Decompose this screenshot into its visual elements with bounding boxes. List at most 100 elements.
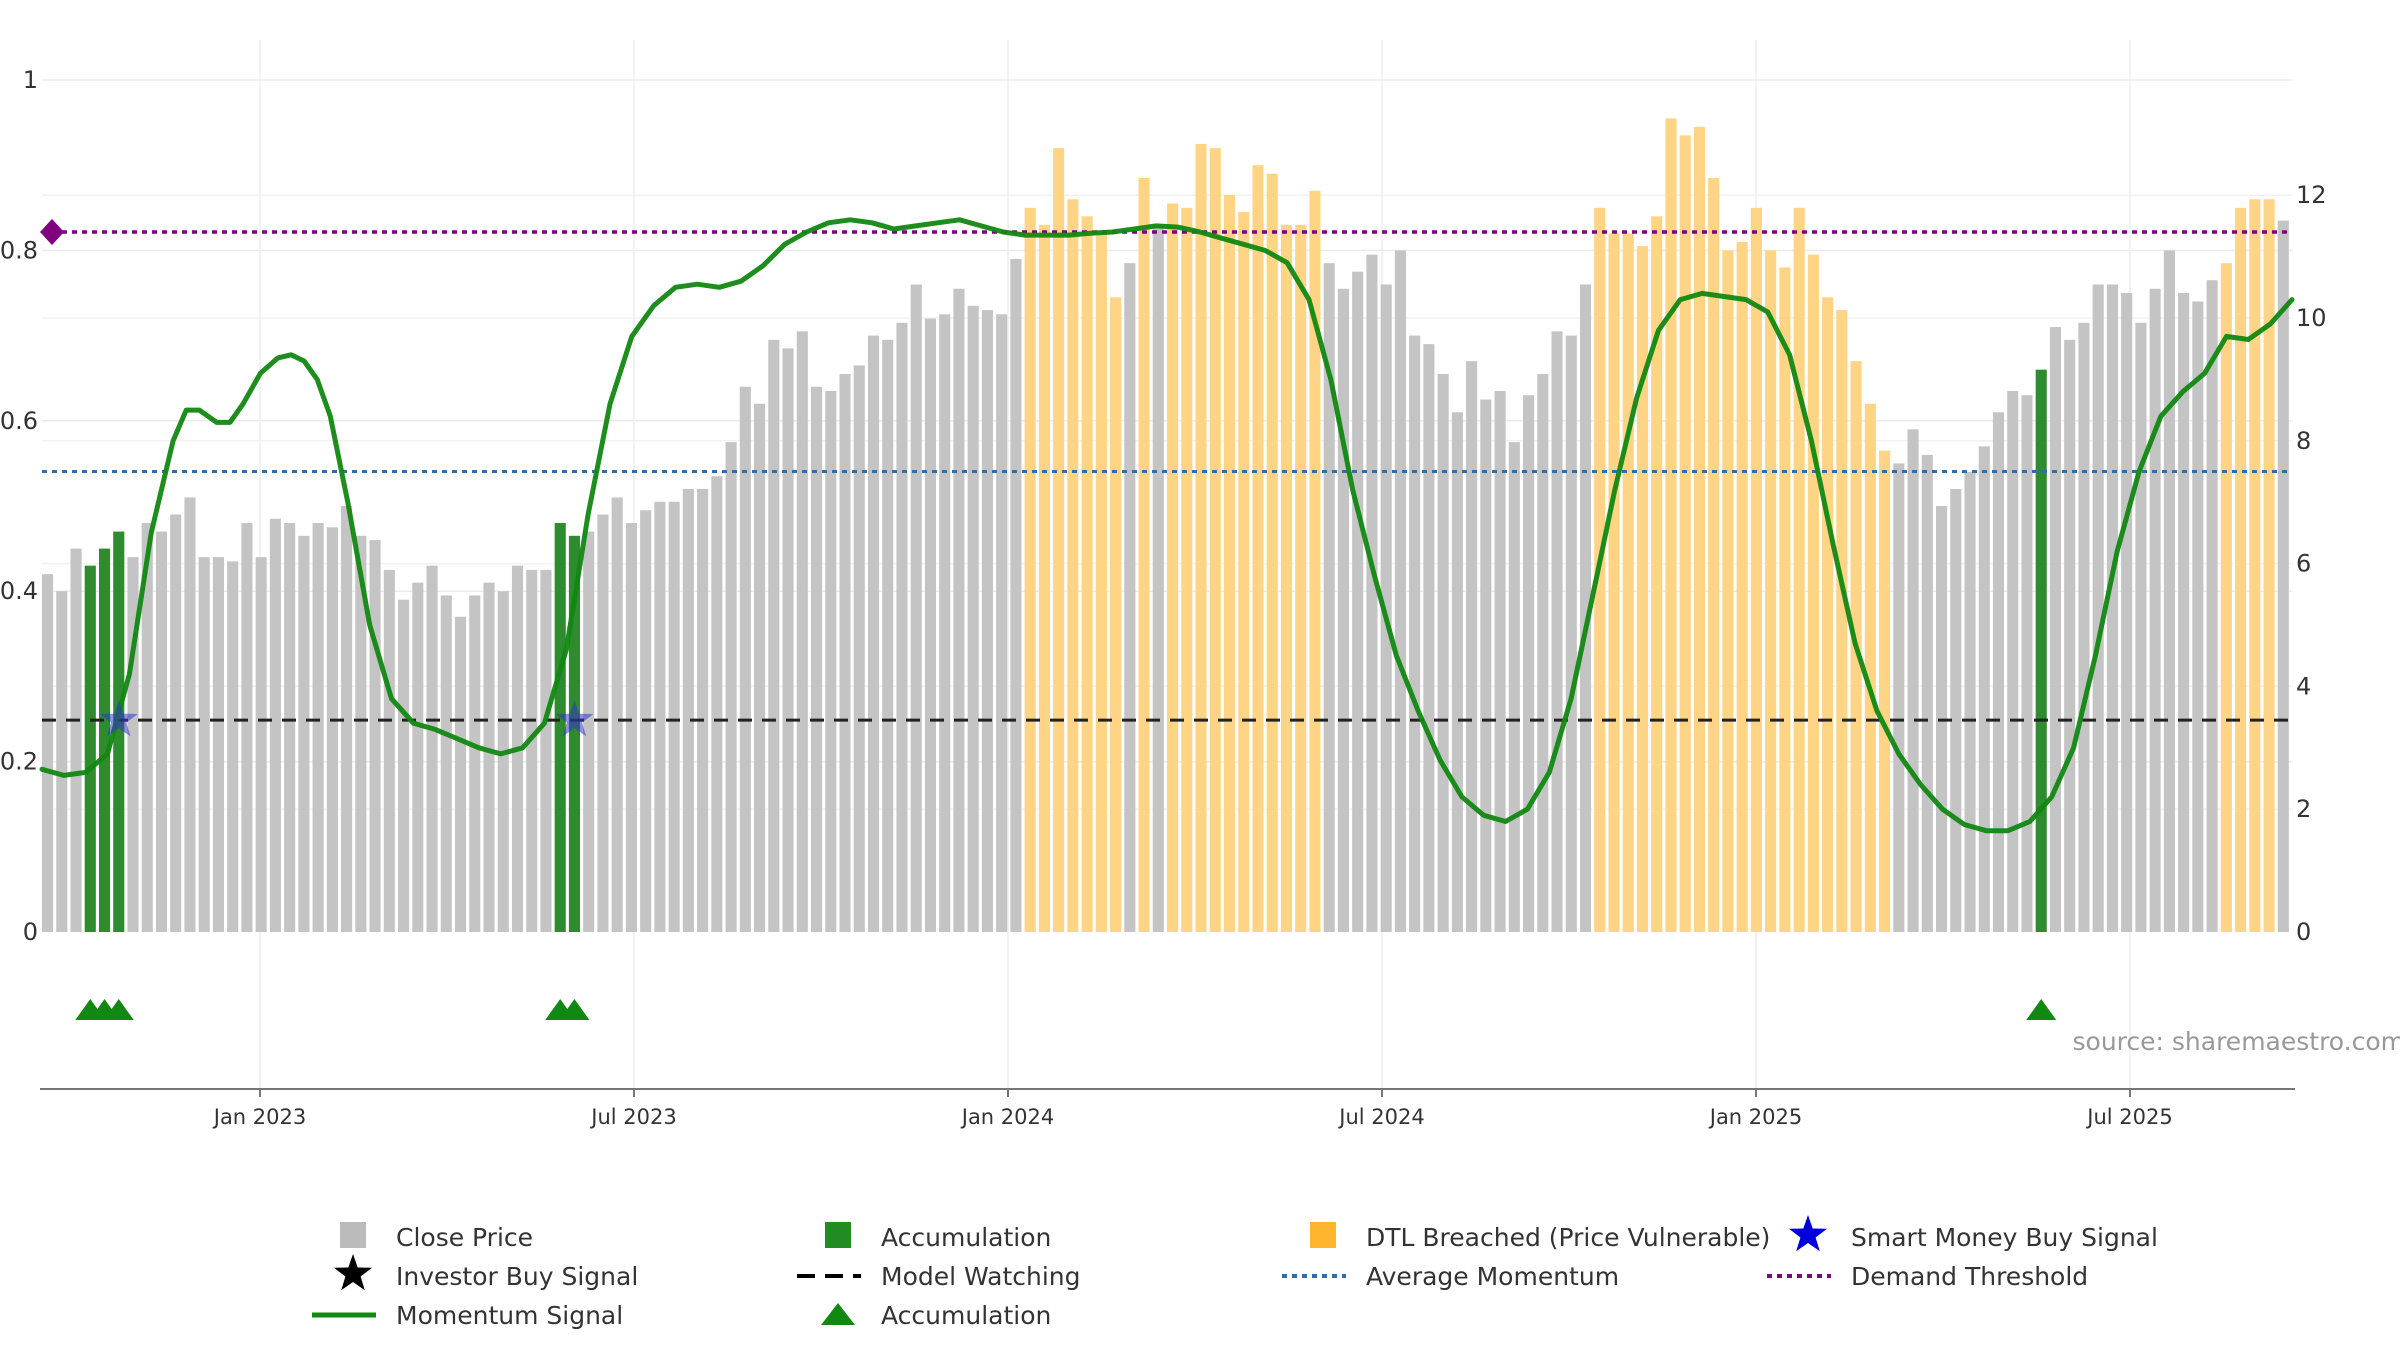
close-price-bar — [1537, 373, 1549, 932]
legend-label: Demand Threshold — [1851, 1262, 2088, 1291]
legend-item: Accumulation — [821, 1301, 1051, 1330]
dtl-breached-bar — [1067, 199, 1079, 932]
legend-item: Model Watching — [797, 1262, 1081, 1291]
dtl-breached-bar — [1038, 224, 1050, 933]
green-square-icon — [825, 1222, 851, 1248]
close-price-bar — [981, 310, 993, 932]
close-price-bar — [483, 582, 495, 932]
close-price-bar — [583, 531, 595, 932]
close-price-bar — [2163, 250, 2175, 932]
dtl-breached-bar — [1879, 450, 1891, 932]
legend-item: Accumulation — [825, 1222, 1051, 1252]
blue-star-icon — [1789, 1215, 1827, 1252]
close-price-bar — [896, 322, 908, 932]
dtl-breached-bar — [2249, 199, 2261, 932]
legend-item: DTL Breached (Price Vulnerable) — [1310, 1222, 1770, 1252]
close-price-bar — [1978, 446, 1990, 932]
close-price-bar — [1893, 463, 1905, 932]
legend-item: Momentum Signal — [312, 1301, 623, 1330]
close-price-bar — [540, 569, 552, 932]
close-price-bar — [1579, 284, 1592, 933]
dtl-breached-bar — [2235, 207, 2247, 933]
x-tick-label: Jul 2025 — [2085, 1105, 2172, 1129]
y-right-tick-label: 8 — [2296, 427, 2311, 455]
dtl-breached-bar — [1181, 207, 1193, 933]
close-price-bar — [796, 331, 808, 933]
legend-item: Smart Money Buy Signal — [1789, 1215, 2158, 1252]
close-price-bar — [70, 548, 82, 932]
close-price-bar — [198, 557, 210, 932]
close-price-bar — [469, 595, 481, 932]
dtl-breached-bar — [1238, 212, 1250, 932]
close-price-bar — [2064, 339, 2076, 932]
dtl-breached-bar — [2263, 199, 2275, 932]
y-left-tick-label: 0 — [23, 918, 38, 946]
close-price-bar — [1950, 488, 1962, 932]
close-price-bar — [967, 305, 979, 932]
dtl-breached-bar — [1110, 297, 1122, 932]
dtl-breached-bar — [1095, 233, 1107, 933]
price-bars — [42, 118, 2289, 933]
close-price-bar — [1423, 344, 1435, 932]
close-price-bar — [996, 314, 1008, 932]
momentum-series — [39, 217, 2295, 834]
close-price-bar — [440, 595, 452, 932]
close-price-bar — [2135, 322, 2147, 932]
close-price-bar — [1480, 399, 1492, 932]
close-price-bar — [839, 373, 851, 932]
y-left-tick-label: 0.8 — [0, 236, 38, 264]
close-price-bar — [1494, 390, 1506, 933]
legend-label: Average Momentum — [1366, 1262, 1619, 1291]
close-price-bar — [1451, 412, 1463, 932]
orange-square-icon — [1310, 1222, 1336, 1248]
dtl-breached-bar — [1722, 250, 1734, 932]
dtl-breached-bar — [1636, 246, 1649, 932]
dtl-breached-bar — [1608, 233, 1620, 933]
close-price-bar — [1523, 395, 1535, 932]
demand-threshold-marker — [40, 219, 64, 246]
close-price-bar — [2277, 220, 2289, 932]
close-price-bar — [1964, 471, 1976, 932]
dtl-breached-bar — [1779, 267, 1791, 932]
close-price-bar — [454, 616, 467, 932]
legend-label: DTL Breached (Price Vulnerable) — [1366, 1223, 1770, 1252]
close-price-bar — [298, 535, 310, 932]
x-axis-ticks: Jan 2023 Jul 2023 Jan 2024 Jul 2024 Jan 2025… — [212, 1089, 2173, 1129]
dtl-breached-bar — [2220, 263, 2232, 932]
dtl-breached-bar — [1309, 190, 1321, 932]
close-price-bar — [1409, 335, 1421, 933]
close-price-bar — [2106, 284, 2118, 933]
y-right-tick-label: 0 — [2296, 918, 2311, 946]
dtl-breached-bar — [1081, 216, 1093, 932]
close-price-bar — [1152, 224, 1164, 933]
source-label: source: sharemaestro.com — [2073, 1027, 2400, 1056]
dtl-breached-bar — [1622, 233, 1634, 933]
close-price-bar — [526, 569, 538, 932]
dtl-breached-bar — [1252, 165, 1264, 932]
close-price-bar — [1508, 442, 1520, 932]
close-price-bar — [369, 540, 381, 932]
y-axis-right-ticks: 0 2 4 6 8 10 12 — [2296, 181, 2327, 946]
close-price-bar — [227, 561, 239, 932]
close-price-bar — [810, 386, 823, 933]
close-price-bar — [597, 514, 609, 932]
close-price-bar — [1124, 263, 1136, 932]
close-price-bar — [497, 591, 509, 932]
close-price-bar — [682, 488, 694, 932]
close-price-bar — [924, 318, 937, 932]
dtl-breached-bar — [1295, 224, 1307, 933]
close-price-bar — [2206, 280, 2218, 933]
close-price-bar — [2021, 395, 2033, 932]
legend-label: Investor Buy Signal — [396, 1262, 638, 1291]
star-markers — [99, 700, 594, 737]
accumulation-triangle — [2026, 999, 2057, 1020]
close-price-bar — [711, 476, 723, 932]
close-price-bar — [1380, 284, 1392, 933]
legend-label: Close Price — [396, 1223, 533, 1252]
y-left-tick-label: 0.4 — [0, 577, 38, 605]
y-right-tick-label: 4 — [2296, 672, 2311, 700]
close-price-bar — [269, 518, 281, 932]
close-price-bar — [939, 314, 951, 932]
close-price-bar — [241, 523, 253, 932]
